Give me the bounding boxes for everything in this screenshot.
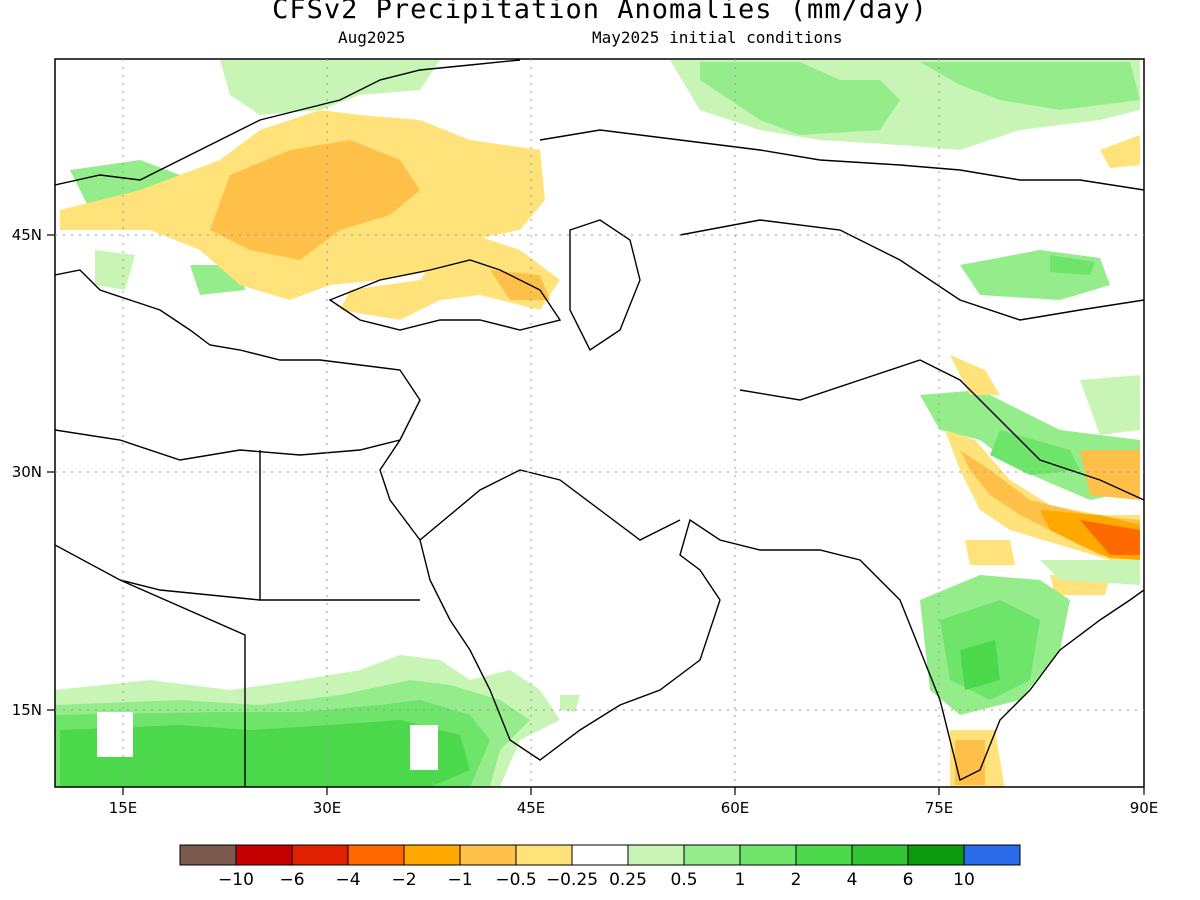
y-tick-label: 30N: [12, 463, 42, 481]
anomaly-field: [55, 60, 1140, 787]
colorbar-label: −2: [391, 870, 416, 890]
y-tick-label: 15N: [12, 701, 42, 719]
colorbar-label: 10: [953, 870, 975, 890]
colorbar-swatch: [403, 844, 461, 866]
colorbar-swatch: [571, 844, 629, 866]
coastlines: [55, 59, 1144, 787]
colorbar-label: 0.25: [609, 870, 647, 890]
valid-month-label: Aug2025: [338, 28, 406, 47]
x-tick-label: 90E: [1130, 799, 1159, 817]
x-tick-label: 15E: [109, 799, 138, 817]
x-tick-label: 75E: [925, 799, 954, 817]
colorbar-swatch: [739, 844, 797, 866]
colorbar-swatch: [627, 844, 685, 866]
map-title: CFSv2 Precipitation Anomalies (mm/day): [272, 0, 928, 25]
colorbar: −10 −6 −4 −2 −1 −0.5 −0.25 0.25 0.5 1 2 4 6 10: [179, 844, 1021, 890]
colorbar-label: −4: [335, 870, 360, 890]
x-tick-label: 60E: [721, 799, 750, 817]
x-tick-label: 45E: [517, 799, 546, 817]
colorbar-label: −0.5: [495, 870, 536, 890]
colorbar-label: 0.5: [670, 870, 697, 890]
colorbar-swatch: [795, 844, 853, 866]
colorbar-label: 2: [791, 870, 802, 890]
colorbar-swatch: [963, 844, 1021, 866]
colorbar-label: 4: [847, 870, 858, 890]
axis-ticks: [47, 234, 1145, 795]
colorbar-label: −1: [447, 870, 472, 890]
gridlines: [55, 59, 1144, 787]
colorbar-swatch: [851, 844, 909, 866]
colorbar-label: −10: [218, 870, 254, 890]
colorbar-swatch: [907, 844, 965, 866]
init-conditions-label: May2025 initial conditions: [592, 28, 843, 47]
colorbar-label: −6: [279, 870, 304, 890]
x-tick-label: 30E: [313, 799, 342, 817]
colorbar-swatch: [515, 844, 573, 866]
colorbar-swatch: [179, 844, 237, 866]
y-tick-label: 45N: [12, 226, 42, 244]
map-frame: [54, 58, 1145, 788]
colorbar-label: 6: [903, 870, 914, 890]
colorbar-swatch: [459, 844, 517, 866]
colorbar-swatch: [291, 844, 349, 866]
colorbar-label: 1: [735, 870, 746, 890]
colorbar-label: −0.25: [546, 870, 598, 890]
colorbar-swatch: [235, 844, 293, 866]
colorbar-swatch: [683, 844, 741, 866]
colorbar-swatch: [347, 844, 405, 866]
